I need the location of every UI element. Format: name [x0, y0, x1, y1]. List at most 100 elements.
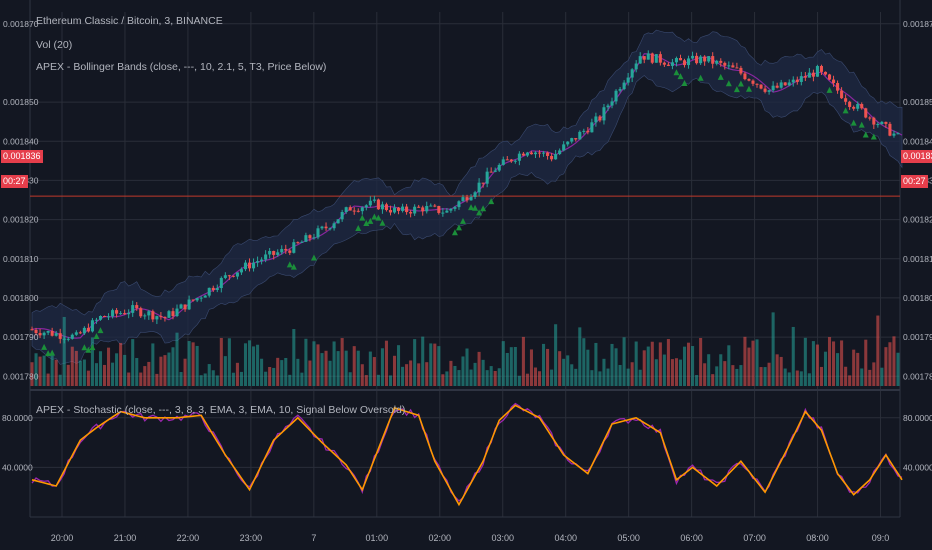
candle-body [316, 228, 320, 238]
candle-body [111, 310, 115, 317]
volume-bar [799, 371, 803, 386]
volume-bar [215, 375, 219, 386]
volume-bar [376, 374, 380, 386]
volume-bar [771, 312, 775, 386]
candle-body [86, 327, 90, 332]
candle-body [183, 304, 187, 310]
volume-bar [223, 356, 227, 386]
last-price-tag-right: 0.001836 [901, 150, 932, 163]
volume-bar [622, 337, 626, 386]
buy-signal-arrow [45, 350, 52, 357]
candle-body [775, 85, 779, 88]
volume-bar [739, 365, 743, 386]
candle-body [324, 226, 328, 229]
buy-signal-arrow [826, 86, 833, 93]
candle-body [54, 333, 58, 336]
candle-body [662, 62, 666, 65]
candle-body [517, 153, 521, 161]
volume-bar [219, 337, 223, 386]
volume-bar [380, 348, 384, 386]
stochastic-legend: APEX - Stochastic (close, ---, 3, 8, 3, … [36, 404, 406, 416]
volume-bar [445, 371, 449, 386]
volume-bar [763, 367, 767, 386]
candle-body [46, 330, 50, 333]
volume-bar [533, 367, 538, 386]
buy-signal-arrow [363, 219, 370, 226]
price-tick-label-right: 0.001840 [903, 136, 932, 146]
candle-body [602, 107, 606, 121]
candle-body [658, 54, 662, 63]
volume-bar [719, 354, 723, 386]
volume-bar [634, 341, 638, 386]
volume-bar [654, 359, 658, 386]
candle-body [340, 211, 344, 220]
volume-bar [397, 345, 401, 386]
buy-signal-arrow [89, 344, 96, 351]
candle-body [799, 76, 803, 82]
candle-body [763, 88, 767, 92]
volume-legend: Vol (20) [36, 39, 73, 51]
volume-bar [107, 347, 111, 386]
volume-bar [356, 350, 360, 386]
time-tick-label: 09:0 [872, 533, 890, 543]
volume-bar [864, 339, 868, 386]
volume-bar [662, 354, 666, 386]
candle-body [203, 295, 207, 298]
volume-bar [521, 336, 525, 386]
candle-body [42, 332, 46, 336]
candle-body [199, 297, 203, 299]
candle-body [566, 141, 570, 145]
buy-signal-arrow [85, 346, 92, 353]
volume-bar [525, 373, 529, 386]
candle-body [791, 79, 795, 83]
candle-body [457, 201, 461, 208]
candle-body [832, 79, 836, 84]
volume-bar [682, 346, 687, 386]
candle-body [682, 60, 687, 66]
candle-body [175, 308, 179, 316]
volume-bar [256, 344, 260, 386]
buy-signal-arrow [97, 327, 104, 334]
candle-body [654, 54, 658, 63]
buy-signal-arrow [488, 198, 495, 205]
volume-bar [312, 341, 316, 386]
volume-bar [284, 357, 288, 386]
volume-bar [481, 359, 485, 386]
volume-bar [723, 361, 727, 386]
volume-bar [195, 345, 199, 386]
volume-bar [115, 353, 119, 386]
volume-bar [316, 344, 320, 386]
volume-bar [803, 337, 807, 386]
candle-body [650, 53, 654, 63]
candle-body [779, 82, 783, 88]
volume-bar [352, 346, 356, 386]
volume-bar [288, 374, 292, 386]
candle-body [131, 305, 135, 313]
candle-body [413, 206, 417, 214]
candle-body [542, 152, 546, 154]
volume-bar [505, 352, 509, 386]
buy-signal-arrow [862, 131, 869, 138]
volume-bar [542, 343, 546, 386]
volume-bar [872, 362, 876, 386]
time-tick-label: 22:00 [177, 533, 200, 543]
candle-body [767, 90, 771, 92]
candle-body [195, 298, 199, 301]
volume-bar [74, 350, 78, 386]
candle-body [751, 80, 755, 84]
candle-body [537, 152, 542, 154]
volume-bar [324, 350, 328, 386]
candle-body [235, 272, 239, 277]
candle-body [840, 90, 844, 99]
candle-body [687, 58, 691, 66]
volume-bar [191, 342, 195, 386]
volume-bar [405, 364, 409, 386]
volume-bar [66, 364, 70, 386]
buy-signal-arrow [49, 349, 56, 356]
volume-bar [848, 375, 852, 386]
last-price-tag-left: 0.001836 [1, 150, 43, 163]
candle-body [252, 262, 256, 269]
volume-bar [340, 338, 344, 386]
volume-bar [840, 340, 844, 386]
